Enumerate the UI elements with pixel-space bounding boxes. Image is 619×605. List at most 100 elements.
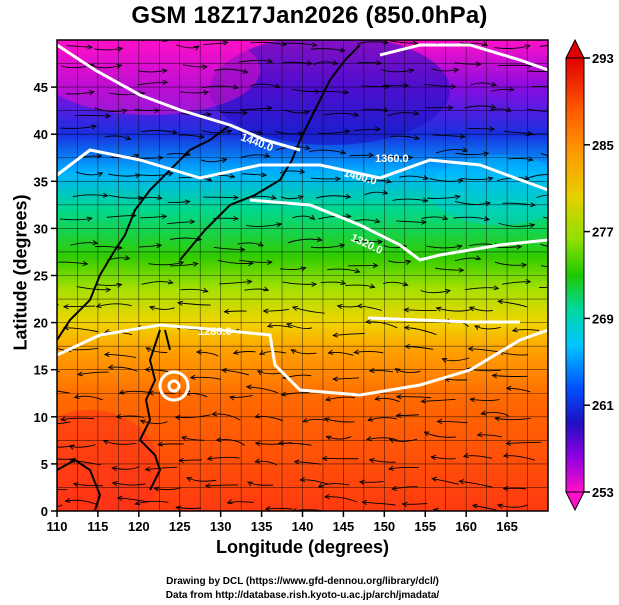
streamline-arrowhead [413, 135, 420, 141]
streamline-arrowhead [435, 306, 442, 312]
streamline-arrowhead [358, 479, 365, 485]
streamline [402, 503, 428, 505]
streamline [325, 396, 355, 401]
streamline [383, 281, 408, 286]
streamline-arrowhead [374, 218, 381, 224]
streamline [431, 67, 459, 72]
colorbar-tick-label: 253 [592, 485, 614, 500]
streamline [310, 177, 341, 180]
streamline-arrowhead [178, 457, 185, 464]
streamline [279, 170, 305, 174]
streamline-arrowhead [88, 90, 95, 96]
streamline-arrowhead [177, 300, 183, 306]
y-tick-label: 30 [34, 221, 48, 236]
streamline-arrowhead [264, 152, 271, 158]
streamline-arrowhead [369, 283, 376, 289]
streamline-arrowhead [523, 175, 530, 181]
streamline-arrowhead [335, 176, 342, 182]
streamline-arrowhead [388, 438, 395, 444]
streamline [506, 387, 531, 393]
y-axis-label: Latitude (degrees) [10, 194, 31, 351]
streamline-arrowhead [201, 64, 208, 70]
streamline [213, 246, 245, 251]
streamline-arrowhead [103, 351, 110, 358]
streamline-arrowhead [505, 440, 512, 446]
streamline [255, 460, 278, 466]
streamline-arrowhead [511, 327, 518, 333]
streamline [494, 261, 527, 266]
streamline-arrowhead [383, 40, 390, 45]
streamline-arrowhead [316, 236, 323, 242]
streamline-arrowhead [223, 308, 230, 315]
streamline-arrowhead [184, 199, 191, 205]
streamline [313, 61, 338, 66]
streamline-arrowhead [206, 455, 213, 461]
streamline [108, 194, 143, 199]
streamline-arrowhead [353, 349, 360, 355]
streamline-arrowhead [121, 108, 128, 114]
streamline-arrowhead [302, 417, 309, 423]
streamline [310, 48, 345, 52]
streamline-arrowhead [325, 396, 332, 402]
streamline [66, 45, 93, 48]
streamline [455, 257, 481, 262]
streamline-arrowhead [293, 459, 300, 465]
streamline-arrowhead [276, 222, 283, 228]
streamline [263, 309, 290, 312]
streamline-arrowhead [476, 431, 483, 438]
streamline [354, 239, 383, 243]
streamline [59, 217, 92, 221]
streamline [141, 130, 177, 134]
streamline [265, 507, 293, 510]
streamline-arrowhead [211, 411, 218, 417]
streamline [75, 171, 103, 176]
streamline [220, 111, 247, 114]
streamline-arrowhead [181, 436, 188, 441]
streamline-arrowhead [162, 79, 169, 85]
streamline [112, 466, 140, 470]
streamline [179, 91, 209, 94]
streamline-arrowhead [226, 499, 233, 505]
streamline-arrowhead [116, 495, 123, 501]
streamline [318, 483, 350, 488]
streamline [57, 303, 59, 306]
streamline-arrowhead [469, 397, 476, 403]
streamline [474, 325, 501, 330]
streamline-arrowhead [297, 195, 304, 201]
streamline-arrowhead [491, 81, 498, 87]
streamline-arrowhead [46, 444, 51, 448]
streamline-arrowhead [148, 305, 155, 311]
x-axis-ticks: 110 115 120 125 130 135 140 145 150 155 160 165 [47, 511, 518, 534]
streamline-arrowhead [458, 267, 465, 273]
cyan-patch-east [430, 155, 548, 225]
streamline-arrowhead [242, 110, 248, 116]
coast-mainland [57, 124, 231, 341]
streamline [396, 220, 426, 223]
streamline-arrowhead [356, 303, 363, 309]
streamline [108, 92, 145, 96]
streamline-arrowhead [37, 299, 42, 303]
x-tick-label: 165 [496, 519, 518, 534]
streamline-arrowhead [254, 441, 261, 447]
y-tick-label: 15 [34, 363, 48, 378]
streamline [229, 395, 253, 398]
streamline-arrowhead [232, 349, 239, 355]
streamline [316, 195, 351, 199]
streamline [74, 395, 103, 401]
streamline-arrowhead [385, 178, 392, 184]
streamline [178, 134, 204, 138]
streamline-arrowhead [423, 431, 430, 437]
streamline-arrowhead [232, 84, 239, 90]
streamline-arrowhead [107, 364, 114, 370]
streamline [421, 216, 448, 220]
streamline [135, 500, 169, 505]
streamline-arrowhead [266, 259, 273, 265]
streamline [72, 194, 108, 198]
streamline-arrowhead [508, 86, 515, 92]
streamline [275, 130, 303, 135]
streamline-arrowhead [60, 416, 67, 422]
streamline-arrowhead [345, 213, 352, 219]
streamline-arrowhead [175, 505, 182, 511]
streamline [498, 222, 535, 227]
chart-title: GSM 18Z17Jan2026 (850.0hPa) [131, 2, 488, 29]
